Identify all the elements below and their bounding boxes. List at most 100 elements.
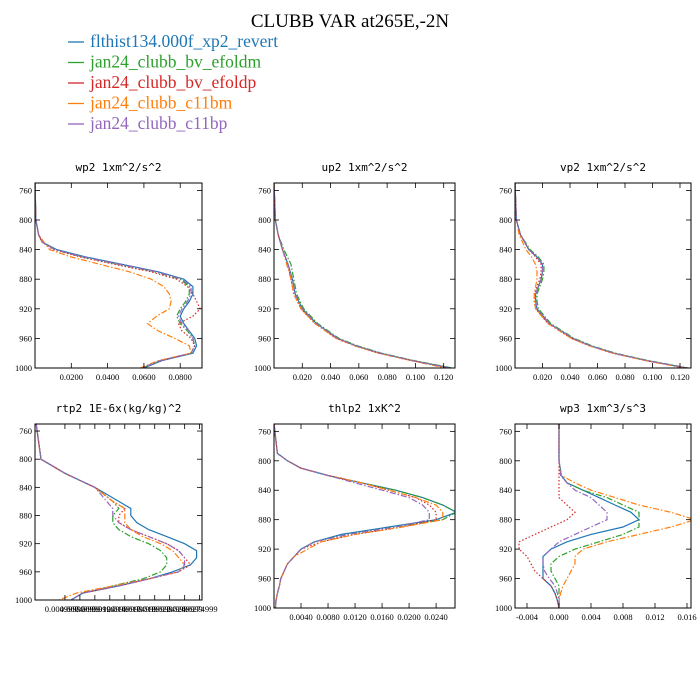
legend-entry: flthist134.000f_xp2_revert: [90, 31, 278, 51]
x-tick-label: 0.080: [378, 372, 397, 382]
y-tick-label: 920: [258, 304, 271, 314]
y-tick-label: 1000: [495, 603, 512, 613]
x-tick-label: 0.012: [645, 612, 664, 622]
series-line: [35, 424, 168, 600]
x-tick-label: 0.040: [560, 372, 579, 382]
y-tick-label: 960: [258, 574, 271, 584]
series-line: [35, 183, 192, 368]
series-line: [35, 424, 186, 600]
series-line: [515, 183, 686, 368]
x-tick-label: 0.0224999: [152, 604, 188, 614]
y-tick-label: 760: [19, 185, 32, 195]
chart-panel: thlp2 1xK^2 760 800 840 880 920 960 1000 0.0040 0…: [254, 402, 456, 622]
plot-frame: [514, 182, 692, 369]
x-tick-label: 0.00499999: [45, 604, 85, 614]
x-tick-label: 0.060: [349, 372, 368, 382]
legend-entry: jan24_clubb_c11bp: [89, 113, 228, 133]
chart-panel: rtp2 1E-6x(kg/kg)^2 760 800 840 880 920 960 100…: [15, 402, 218, 614]
series-line: [35, 183, 198, 368]
x-tick-label: 0.0274999: [182, 604, 218, 614]
plot-frame: [273, 182, 456, 369]
legend-entry: jan24_clubb_c11bm: [89, 93, 233, 113]
x-tick-label: 0.080: [615, 372, 634, 382]
x-tick-label: 0.120: [670, 372, 689, 382]
series-line: [550, 424, 640, 608]
panel-title: rtp2 1E-6x(kg/kg)^2: [56, 402, 182, 415]
legend: flthist134.000f_xp2_revert jan24_clubb_bv…: [68, 31, 278, 133]
x-tick-label: 0.0149999: [107, 604, 143, 614]
series-line: [274, 183, 450, 368]
y-tick-label: 920: [19, 539, 32, 549]
y-tick-label: 960: [19, 333, 32, 343]
panel-title: wp2 1xm^2/s^2: [75, 161, 161, 174]
chart-panel: wp3 1xm^3/s^3 760 800 840 880 920 960 1000 -0.00…: [495, 402, 697, 622]
y-tick-label: 800: [19, 215, 32, 225]
figure-title: CLUBB VAR at265E,-2N: [251, 11, 450, 32]
series-line: [515, 183, 685, 368]
y-tick-label: 960: [258, 333, 271, 343]
series-line: [274, 424, 437, 608]
series-line: [515, 183, 688, 368]
series-line: [274, 424, 444, 608]
x-tick-label: 0.020: [533, 372, 552, 382]
x-tick-label: 0.0199999: [137, 604, 173, 614]
y-tick-label: 880: [499, 274, 512, 284]
x-tick-label: 0.0040: [289, 612, 312, 622]
x-tick-label: 0.0200: [397, 612, 420, 622]
x-tick-label: 0.0160: [370, 612, 393, 622]
series-line: [515, 183, 688, 368]
x-tick-label: -0.004: [516, 612, 539, 622]
x-tick-label: 0.0800: [169, 372, 192, 382]
x-tick-label: 0.016: [677, 612, 696, 622]
x-tick-label: 0.0200: [60, 372, 83, 382]
x-tick-label: 0.0174999: [122, 604, 158, 614]
y-tick-label: 840: [258, 245, 271, 255]
y-tick-label: 800: [258, 456, 271, 466]
y-tick-label: 1000: [495, 363, 512, 373]
series-line: [515, 183, 689, 368]
y-tick-label: 840: [258, 485, 271, 495]
y-tick-label: 840: [499, 485, 512, 495]
series-line: [518, 424, 576, 608]
y-tick-label: 960: [499, 574, 512, 584]
y-tick-label: 1000: [254, 363, 271, 373]
legend-entry: jan24_clubb_bv_efoldp: [89, 72, 256, 92]
x-tick-label: 0.00749999: [60, 604, 100, 614]
y-tick-label: 880: [19, 511, 32, 521]
plot-frame: [34, 182, 203, 369]
x-tick-label: 0.060: [588, 372, 607, 382]
x-tick-label: 0.0080: [316, 612, 339, 622]
y-tick-label: 880: [499, 515, 512, 525]
series-line: [542, 424, 641, 608]
y-tick-label: 920: [499, 304, 512, 314]
x-tick-label: 0.0249999: [167, 604, 203, 614]
chart-panel: vp2 1xm^2/s^2 760 800 840 880 920 960 1000 0.020…: [495, 161, 692, 382]
chart-panel: up2 1xm^2/s^2 760 800 840 880 920 960 1000 0.020…: [254, 161, 456, 382]
y-tick-label: 840: [19, 245, 32, 255]
y-tick-label: 1000: [15, 595, 32, 605]
chart-panel: wp2 1xm^2/s^2 760 800 840 880 920 960 1000 0.020…: [15, 161, 203, 382]
y-tick-label: 760: [499, 185, 512, 195]
y-tick-label: 760: [499, 426, 512, 436]
series-line: [35, 424, 186, 600]
series-line: [35, 183, 201, 368]
panel-title: up2 1xm^2/s^2: [321, 161, 407, 174]
x-tick-label: 0.100: [643, 372, 662, 382]
y-tick-label: 840: [19, 482, 32, 492]
plot-frame: [273, 423, 456, 609]
panel-title: vp2 1xm^2/s^2: [560, 161, 646, 174]
panel-title: wp3 1xm^3/s^3: [560, 402, 646, 415]
y-tick-label: 960: [499, 333, 512, 343]
x-tick-label: 0.008: [613, 612, 632, 622]
y-tick-label: 800: [258, 215, 271, 225]
y-tick-label: 840: [499, 245, 512, 255]
x-tick-label: 0.0600: [132, 372, 155, 382]
y-tick-label: 1000: [15, 363, 32, 373]
series-line: [274, 183, 453, 368]
y-tick-label: 800: [499, 215, 512, 225]
y-tick-label: 920: [499, 544, 512, 554]
x-tick-label: 0.0400: [96, 372, 119, 382]
series-line: [542, 424, 608, 608]
series-line: [274, 183, 451, 368]
